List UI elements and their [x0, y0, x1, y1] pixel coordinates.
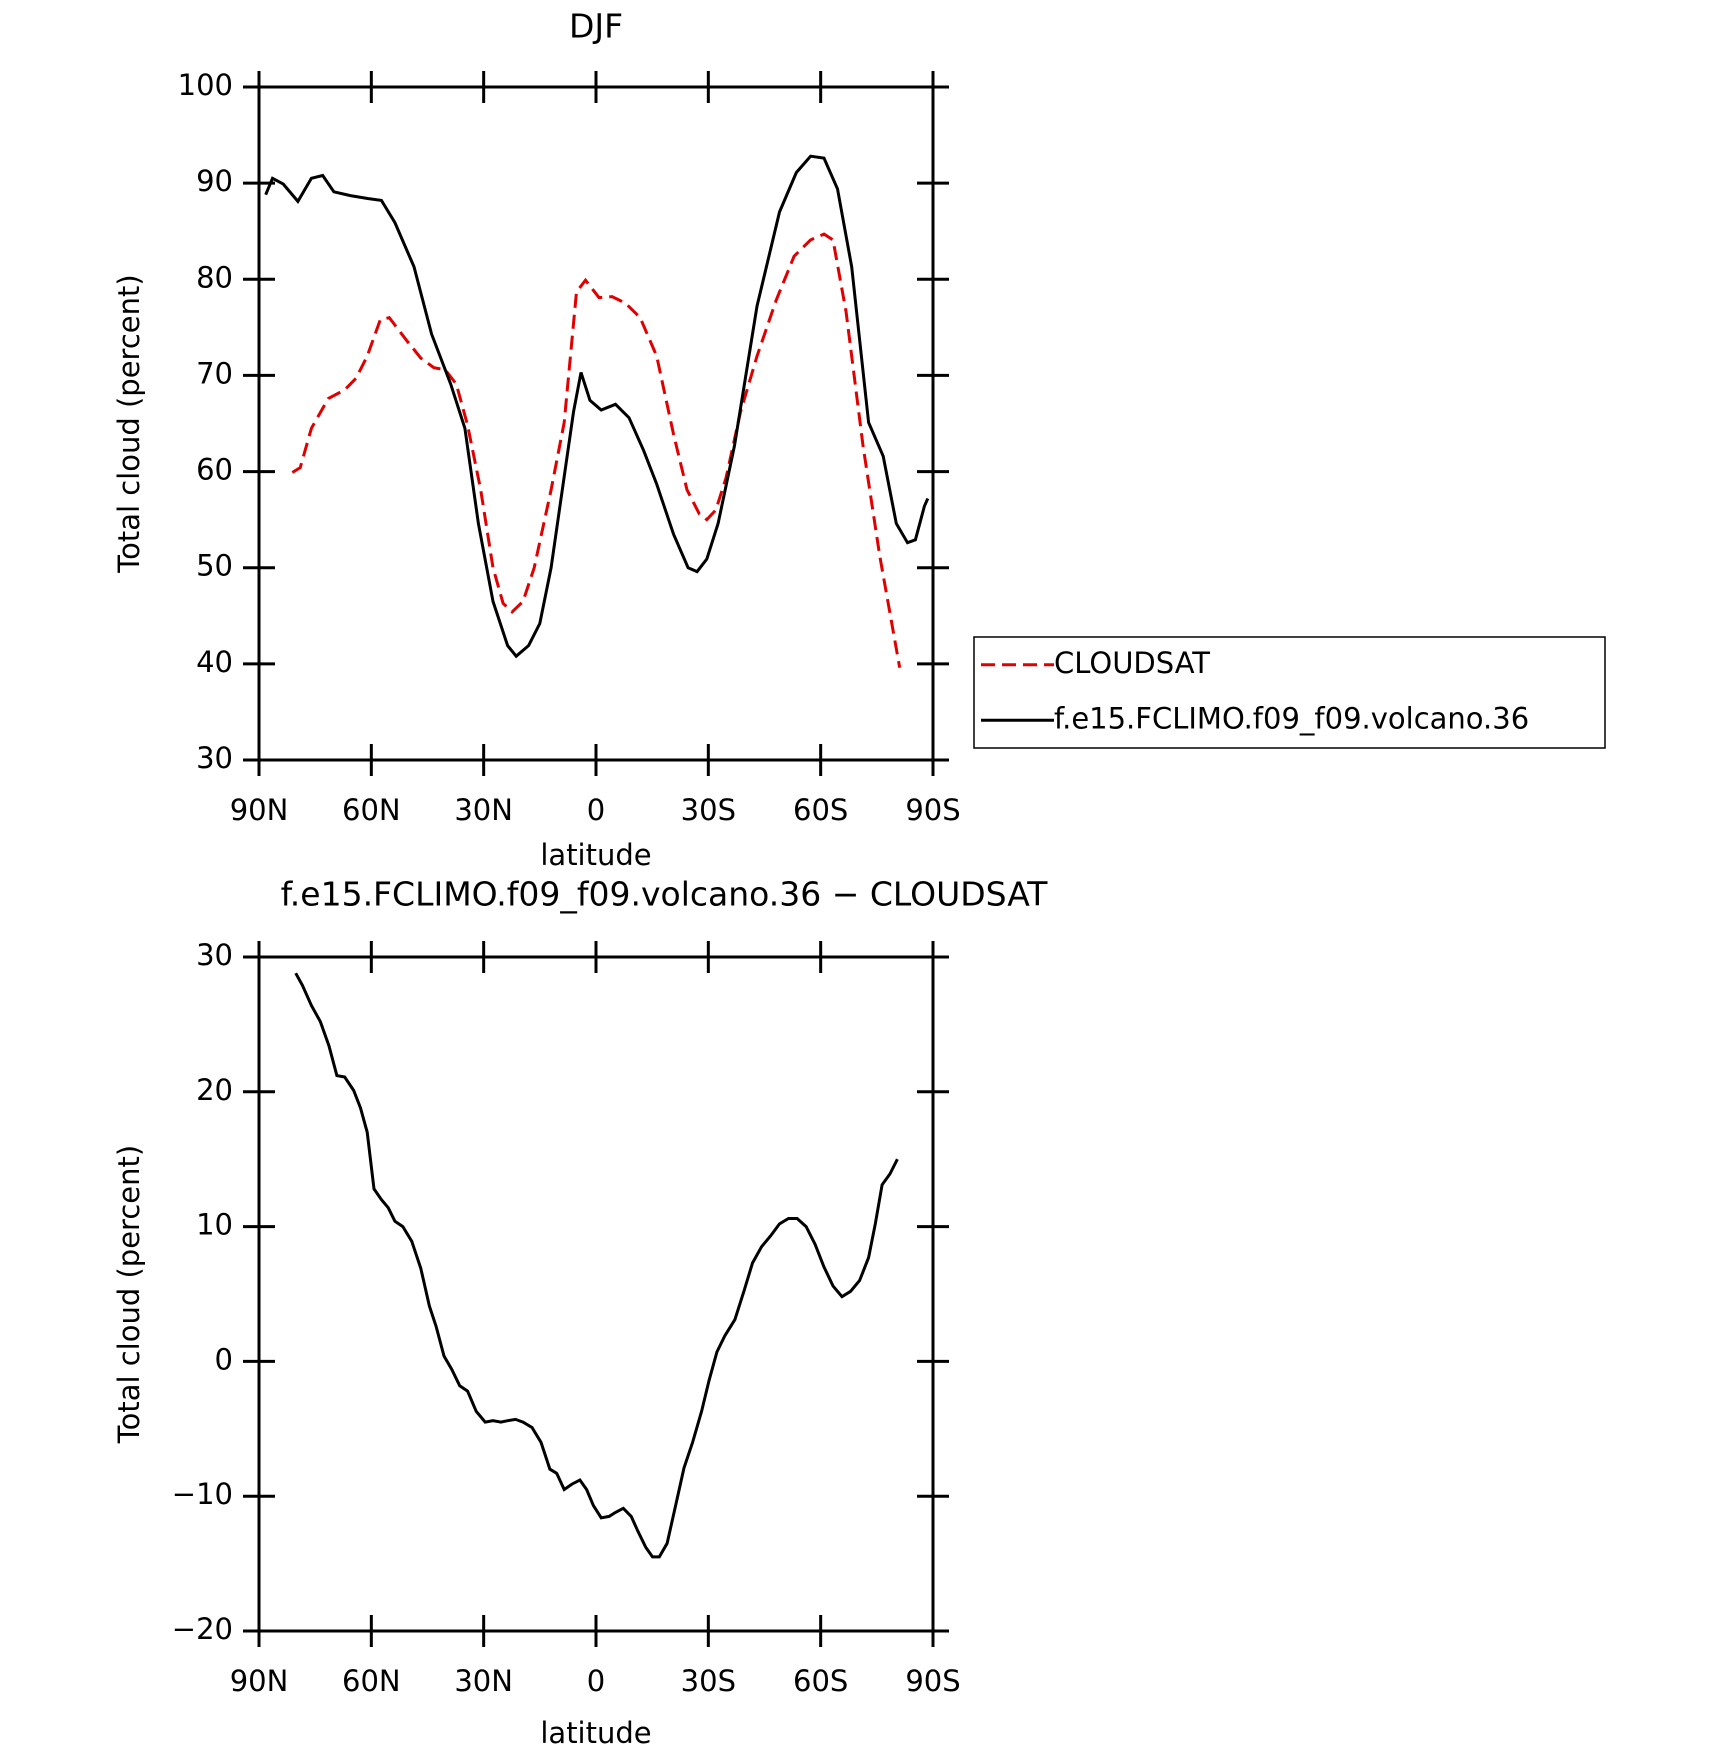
y-tick-label: 70 [196, 356, 233, 390]
y-tick-label: 80 [196, 260, 233, 294]
x-tick-label: 30N [454, 793, 513, 827]
y-tick-label: −20 [172, 1612, 233, 1646]
legend-box [973, 636, 1606, 749]
y-tick-label: 40 [196, 645, 233, 679]
y-axis-label: Total cloud (percent) [112, 274, 146, 573]
y-tick-label: 60 [196, 453, 233, 487]
plot-frame [257, 85, 935, 762]
x-tick-label: 0 [587, 793, 605, 827]
y-tick-label: 30 [196, 741, 233, 775]
plot-frame [257, 955, 935, 1633]
x-tick-label: 90N [230, 1664, 289, 1698]
data-line [291, 232, 902, 668]
x-axis-label: latitude [540, 1716, 651, 1745]
y-tick-label: 100 [178, 68, 233, 102]
data-line [294, 972, 899, 1559]
x-tick-label: 90N [230, 793, 289, 827]
x-tick-label: 60N [342, 793, 401, 827]
legend-label: CLOUDSAT [1054, 646, 1210, 680]
y-tick-label: 0 [215, 1342, 233, 1376]
y-tick-label: 20 [196, 1073, 233, 1107]
chart-title: DJF [569, 7, 623, 46]
legend-label: f.e15.FCLIMO.f09_f09.volcano.36 [1054, 701, 1529, 735]
data-line [264, 154, 930, 659]
x-tick-label: 30S [681, 1664, 736, 1698]
chart-title: f.e15.FCLIMO.f09_f09.volcano.36 − CLOUDS… [281, 875, 1049, 914]
x-tick-label: 90S [905, 1664, 960, 1698]
y-tick-label: −10 [172, 1477, 233, 1511]
x-tick-label: 30S [681, 793, 736, 827]
x-tick-label: 60S [793, 793, 848, 827]
x-tick-label: 0 [587, 1664, 605, 1698]
y-tick-label: 10 [196, 1208, 233, 1242]
x-tick-label: 90S [905, 793, 960, 827]
y-axis-label: Total cloud (percent) [112, 1145, 146, 1444]
y-tick-label: 90 [196, 164, 233, 198]
x-tick-label: 60N [342, 1664, 401, 1698]
y-tick-label: 50 [196, 549, 233, 583]
x-tick-label: 30N [454, 1664, 513, 1698]
x-tick-label: 60S [793, 1664, 848, 1698]
x-axis-label: latitude [540, 838, 651, 872]
y-tick-label: 30 [196, 938, 233, 972]
